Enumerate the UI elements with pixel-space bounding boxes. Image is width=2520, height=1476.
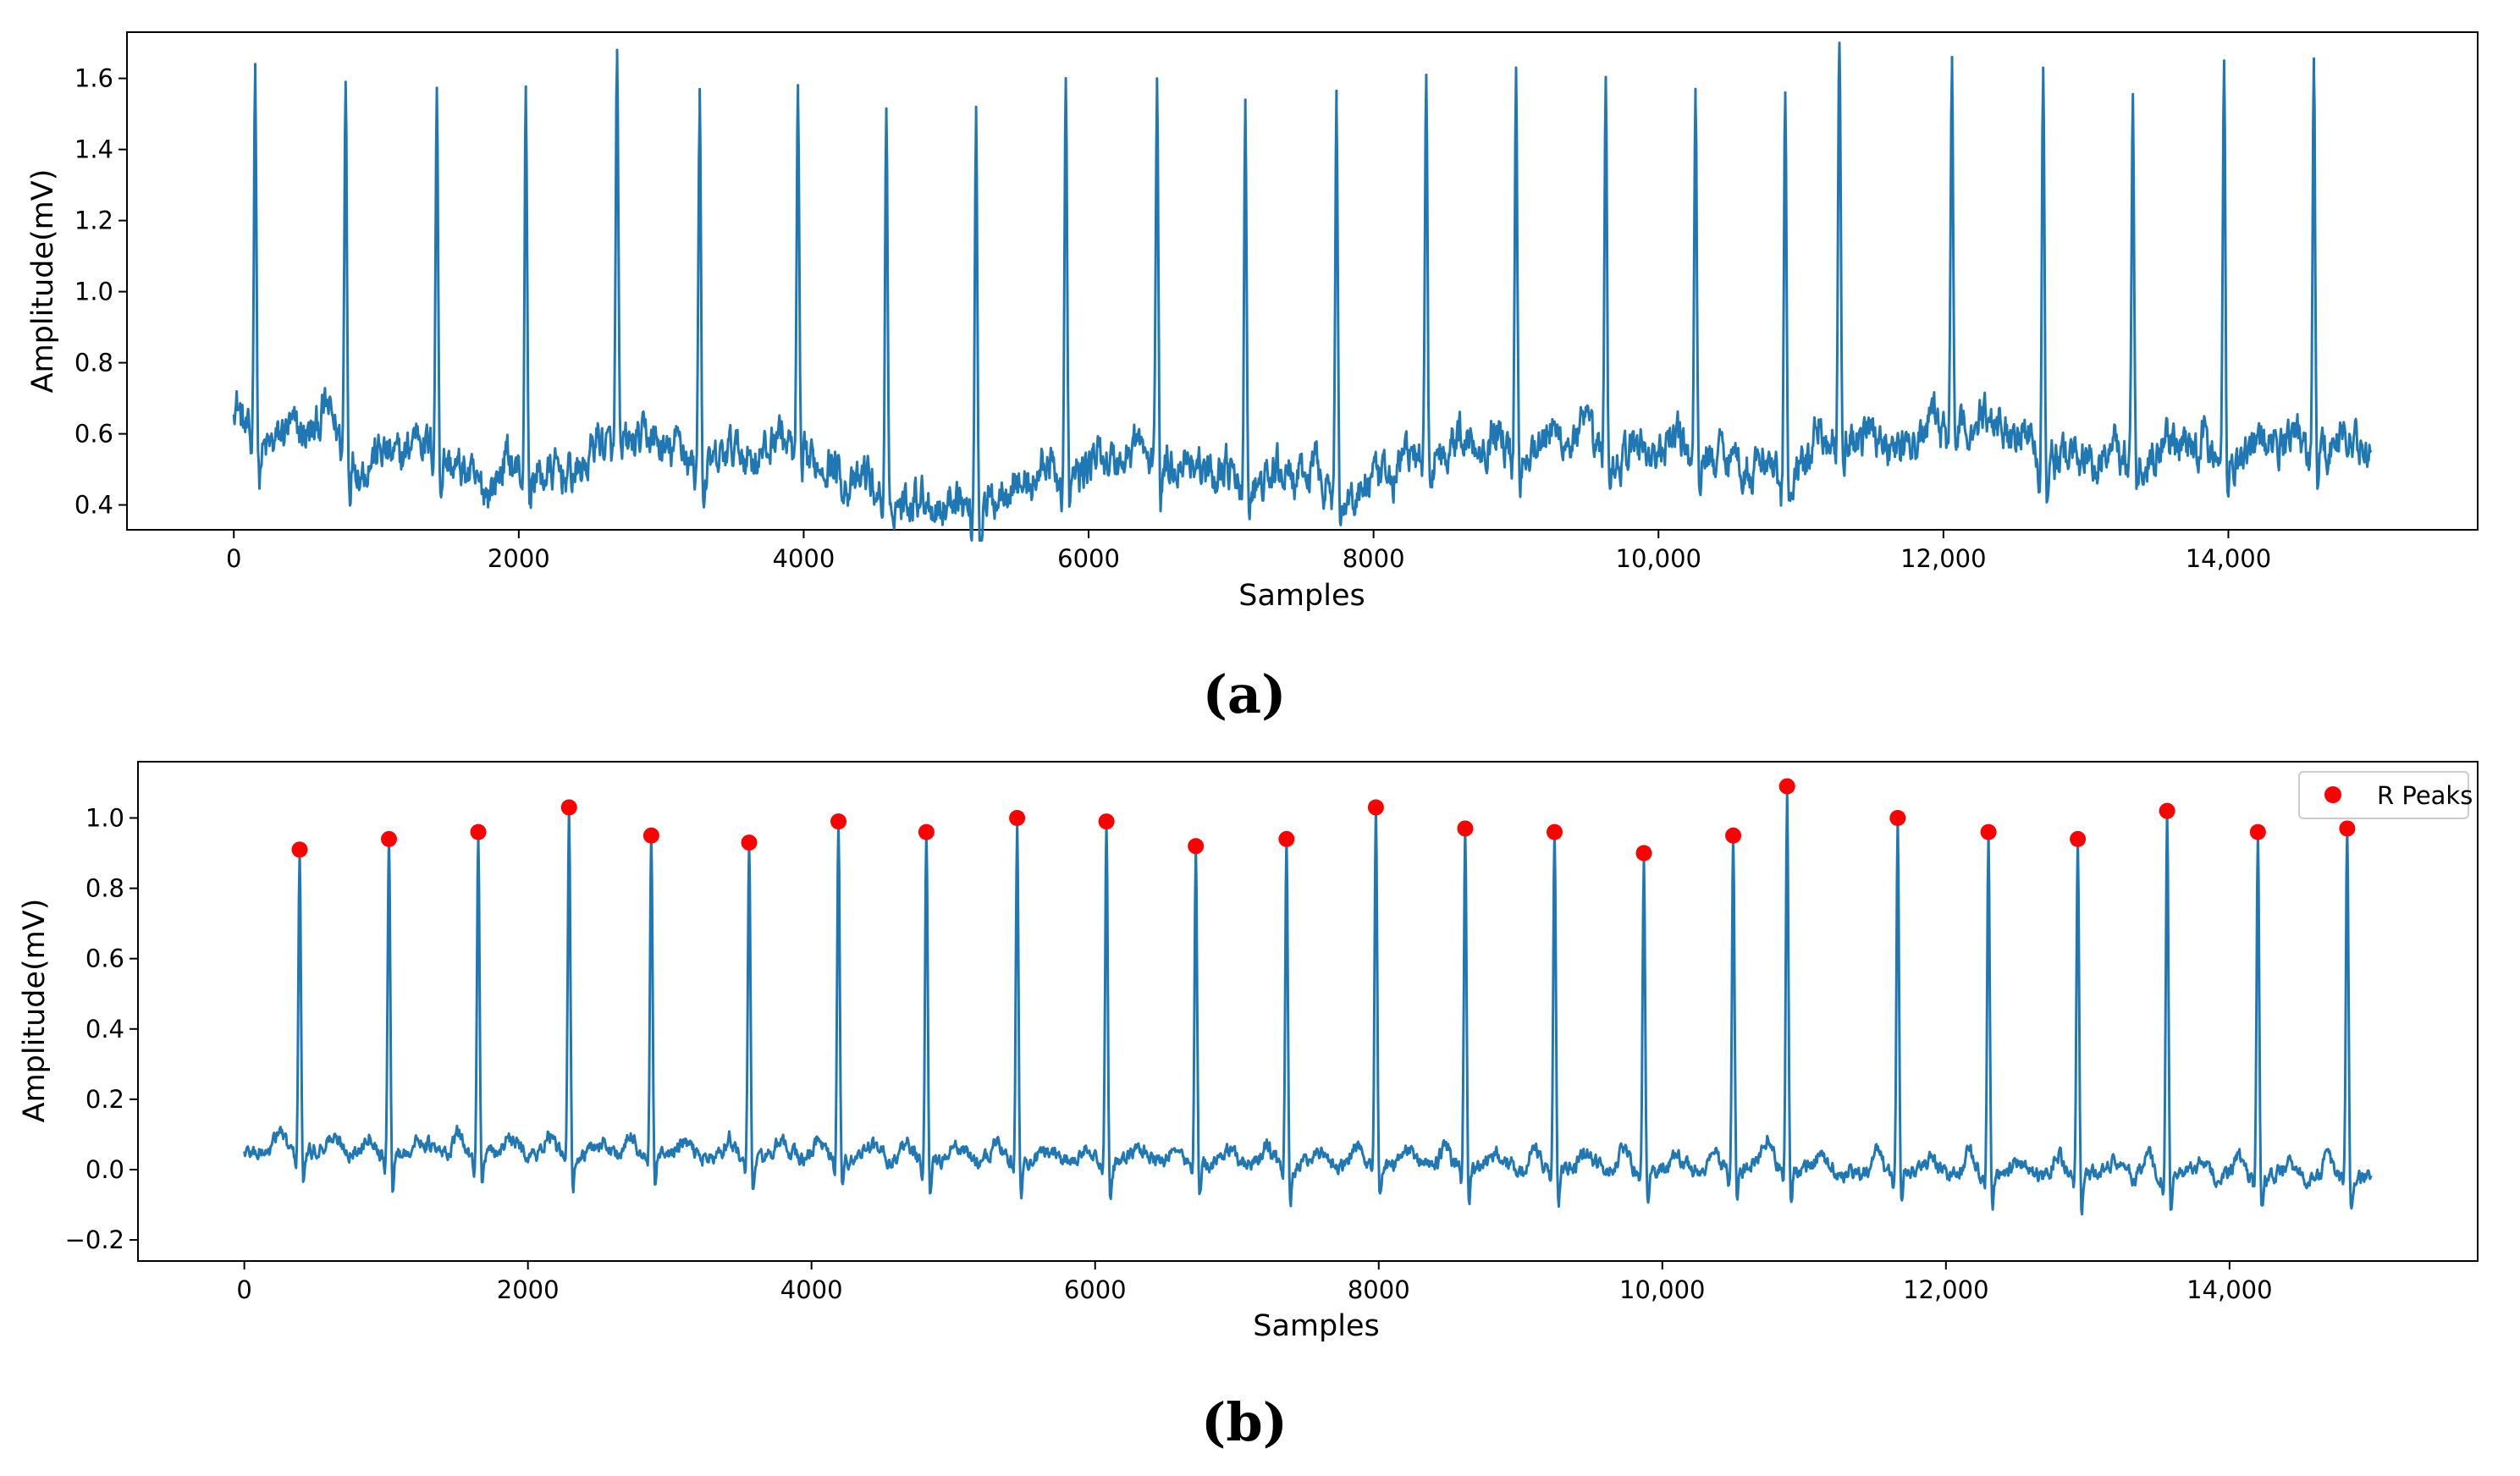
panel-b-x-ticks: 0 2000 4000 6000 8000 10,000 12,000 14,000 — [236, 1261, 2273, 1304]
legend-box — [2298, 771, 2469, 819]
x-tick-label: 2000 — [497, 1275, 560, 1304]
panel-b-r-peaks — [291, 778, 2356, 862]
panel-a-x-ticks: 0 2000 4000 6000 8000 10,000 12,000 14,000 — [226, 530, 2271, 573]
r-peak-point — [2070, 830, 2087, 847]
panel-b-frame — [137, 761, 2479, 1262]
y-tick-label: 0.4 — [85, 1015, 124, 1044]
panel-a-frame — [126, 31, 2479, 531]
r-peak-point — [381, 830, 398, 847]
x-tick-label: 4000 — [780, 1275, 843, 1304]
panel-a-y-ticks: 0.4 0.6 0.8 1.0 1.2 1.4 1.6 — [74, 64, 127, 520]
x-tick-label: 8000 — [1343, 544, 1405, 573]
y-tick-label: 1.2 — [74, 207, 113, 235]
y-tick-label: 0.8 — [85, 874, 124, 903]
legend: R Peaks — [2298, 771, 2473, 819]
y-tick-label: 0.0 — [85, 1155, 124, 1184]
r-peak-point — [560, 799, 577, 816]
x-tick-label: 6000 — [1064, 1275, 1127, 1304]
panel-b: −0.2 0.0 0.2 0.4 0.6 0.8 1.0 0 2000 4000 6000 8000… — [18, 761, 2479, 1453]
r-peak-point — [1188, 838, 1205, 855]
r-peak-point — [1457, 820, 1474, 837]
panel-a: 0.4 0.6 0.8 1.0 1.2 1.4 1.6 0 2000 4000 6000 8000 1… — [26, 31, 2479, 725]
y-tick-label: 0.4 — [74, 491, 113, 520]
y-tick-label: 1.0 — [74, 278, 113, 306]
r-peak-point — [2249, 823, 2266, 840]
x-tick-label: 12,000 — [1903, 1275, 1988, 1304]
x-tick-label: 2000 — [488, 544, 550, 573]
y-tick-label: 1.4 — [74, 135, 113, 164]
panel-a-y-axis-label: Amplitude(mV) — [26, 169, 60, 394]
r-peak-point — [642, 827, 659, 844]
r-peak-point — [1725, 827, 1742, 844]
panel-a-caption: (a) — [1203, 664, 1287, 725]
r-peak-point — [291, 841, 308, 858]
y-tick-label: 0.6 — [74, 420, 113, 449]
y-tick-label: 1.6 — [74, 64, 113, 93]
x-tick-label: 12,000 — [1900, 544, 1986, 573]
y-tick-label: 0.6 — [85, 945, 124, 973]
r-peak-point — [1098, 813, 1115, 830]
y-tick-label: −0.2 — [65, 1225, 124, 1254]
r-peak-point — [741, 834, 758, 851]
r-peak-point — [2159, 802, 2175, 819]
x-tick-label: 0 — [236, 1275, 251, 1304]
x-tick-label: 6000 — [1057, 544, 1120, 573]
r-peak-point — [1278, 830, 1295, 847]
r-peak-point — [830, 813, 847, 830]
panel-a-x-axis-label: Samples — [1238, 579, 1365, 613]
r-peak-point — [1778, 778, 1795, 795]
x-tick-label: 14,000 — [2186, 1275, 2272, 1304]
y-tick-label: 0.8 — [74, 349, 113, 377]
x-tick-label: 14,000 — [2186, 544, 2271, 573]
panel-b-x-axis-label: Samples — [1253, 1309, 1379, 1343]
r-peak-point — [1009, 809, 1026, 826]
r-peak-point — [1889, 809, 1906, 826]
legend-marker-r-peaks — [2324, 786, 2341, 803]
panel-b-ecg-line — [243, 785, 2373, 1216]
x-tick-label: 10,000 — [1616, 544, 1701, 573]
r-peak-point — [1546, 823, 1563, 840]
x-tick-label: 8000 — [1348, 1275, 1410, 1304]
x-tick-label: 10,000 — [1619, 1275, 1705, 1304]
r-peak-point — [1367, 799, 1384, 816]
panel-b-y-axis-label: Amplitude(mV) — [18, 899, 52, 1123]
r-peak-point — [2339, 820, 2356, 837]
r-peak-point — [470, 823, 487, 840]
y-tick-label: 0.2 — [85, 1085, 124, 1114]
r-peak-point — [1635, 845, 1652, 862]
legend-label-r-peaks: R Peaks — [2377, 781, 2473, 810]
x-tick-label: 4000 — [773, 544, 835, 573]
r-peak-point — [1980, 823, 1997, 840]
r-peak-point — [918, 823, 935, 840]
x-tick-label: 0 — [226, 544, 241, 573]
panel-b-caption: (b) — [1201, 1391, 1288, 1453]
y-tick-label: 1.0 — [85, 803, 124, 832]
panel-a-ecg-line — [232, 41, 2373, 542]
panel-b-y-ticks: −0.2 0.0 0.2 0.4 0.6 0.8 1.0 — [65, 803, 138, 1254]
